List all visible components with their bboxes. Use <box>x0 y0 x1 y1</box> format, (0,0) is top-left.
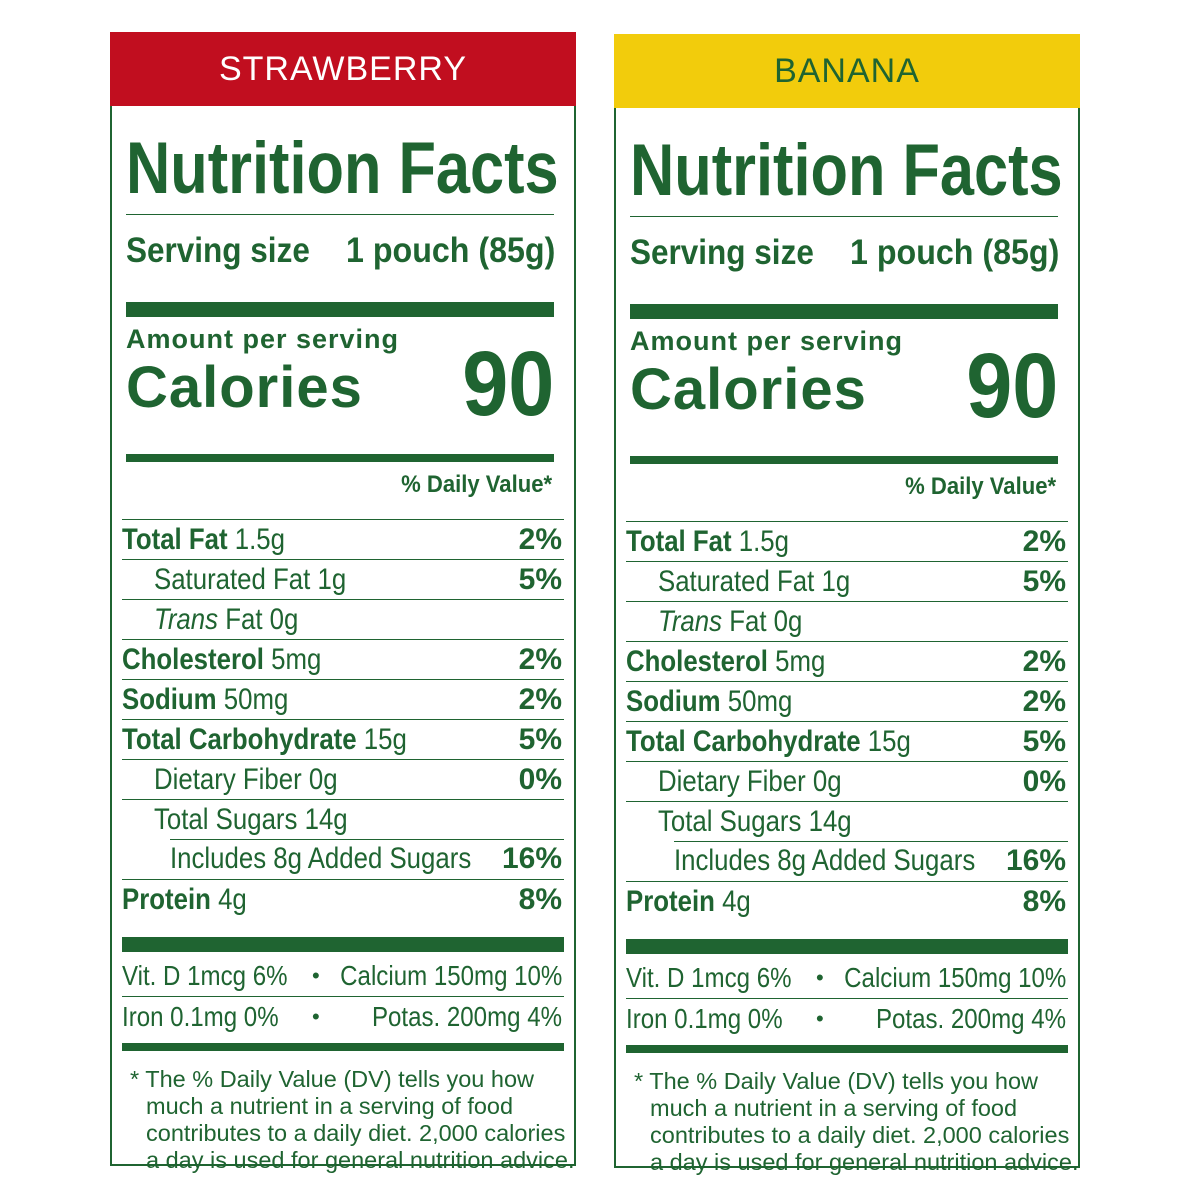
nutrient-row-dietary-fiber: Dietary Fiber 0g 0% <box>122 759 564 799</box>
medium-divider <box>122 1043 564 1051</box>
footnote-line: a day is used for general nutrition advi… <box>146 1147 575 1173</box>
flavor-banner: BANANA <box>614 34 1080 108</box>
nutrient-row-cholesterol: Cholesterol 5mg 2% <box>122 639 564 679</box>
thick-divider <box>626 939 1068 954</box>
nutrient-row-total-fat: Total Fat 1.5g 2% <box>122 519 564 559</box>
divider <box>122 996 564 997</box>
nutrient-row-total-carbohydrate: Total Carbohydrate 15g 5% <box>626 721 1068 761</box>
nutrient-row-saturated-fat: Saturated Fat 1g 5% <box>626 561 1068 601</box>
nutrient-row-saturated-fat: Saturated Fat 1g 5% <box>122 559 564 599</box>
calories-label: Calories <box>126 355 363 420</box>
nutrient-row-trans-fat: Trans Fat 0g <box>626 601 1068 641</box>
bullet: • <box>312 963 320 988</box>
vitamin-row: Vit. D 1mcg 6% • Calcium 150mg 10% <box>626 958 1068 998</box>
divider <box>126 214 554 215</box>
nutrient-row-total-sugars: Total Sugars 14g <box>626 801 1068 841</box>
footnote-line: contributes to a daily diet. 2,000 calor… <box>146 1120 566 1146</box>
calories-value: 90 <box>461 333 554 435</box>
footnote-line: a day is used for general nutrition advi… <box>650 1149 1079 1175</box>
amount-per-serving: Amount per serving <box>126 324 400 354</box>
thick-divider <box>126 302 554 317</box>
bullet: • <box>312 1004 320 1029</box>
nutrition-facts-title: Nutrition Facts <box>126 128 559 209</box>
nutrient-row-dietary-fiber: Dietary Fiber 0g 0% <box>626 761 1068 801</box>
nutrient-row-total-carbohydrate: Total Carbohydrate 15g 5% <box>122 719 564 759</box>
nutrient-row-protein: Protein 4g 8% <box>122 879 564 919</box>
vitamin-left: Iron 0.1mg 0% <box>626 1003 783 1034</box>
nutrient-row-total-fat: Total Fat 1.5g 2% <box>626 521 1068 561</box>
medium-divider <box>126 454 554 462</box>
nutrient-row-added-sugars: Includes 8g Added Sugars 16% <box>122 839 564 879</box>
nutrient-row-protein: Protein 4g 8% <box>626 881 1068 921</box>
footnote: * The % Daily Value (DV) tells you how m… <box>130 1066 575 1174</box>
bullet: • <box>816 1006 824 1031</box>
serving-size: Serving size 1 pouch (85g) <box>630 233 1060 273</box>
serving-size-value: 1 pouch (85g) <box>850 233 1060 272</box>
nutrition-facts-title: Nutrition Facts <box>630 130 1063 211</box>
vitamin-right: Potas. 200mg 4% <box>371 1001 562 1032</box>
vitamin-right: Potas. 200mg 4% <box>875 1003 1066 1034</box>
nutrition-label-banana: BANANA Nutrition Facts Serving size 1 po… <box>614 34 1080 1175</box>
nutrient-row-trans-fat: Trans Fat 0g <box>122 599 564 639</box>
daily-value-header: % Daily Value* <box>401 471 552 498</box>
thick-divider <box>630 304 1058 319</box>
vitamin-left: Vit. D 1mcg 6% <box>122 960 288 991</box>
serving-size-label: Serving size <box>126 231 310 270</box>
serving-size-label: Serving size <box>630 233 814 272</box>
footnote-line: contributes to a daily diet. 2,000 calor… <box>650 1122 1070 1148</box>
medium-divider <box>630 456 1058 464</box>
nutrition-label-strawberry: STRAWBERRY Nutrition Facts Serving size … <box>110 32 576 1173</box>
footnote-line: much a nutrient in a serving of food <box>146 1093 514 1119</box>
nutrient-row-sodium: Sodium 50mg 2% <box>122 679 564 719</box>
footnote-line: * The % Daily Value (DV) tells you how <box>634 1068 1039 1094</box>
nutrient-row-total-sugars: Total Sugars 14g <box>122 799 564 839</box>
vitamin-row: Iron 0.1mg 0% • Potas. 200mg 4% <box>122 997 564 1037</box>
vitamin-right: Calcium 150mg 10% <box>339 960 562 991</box>
footnote: * The % Daily Value (DV) tells you how m… <box>634 1068 1079 1176</box>
amount-per-serving: Amount per serving <box>630 326 904 356</box>
nutrient-list: Total Fat 1.5g 2% Saturated Fat 1g 5% Tran… <box>122 519 564 919</box>
divider <box>626 998 1068 999</box>
vitamin-row: Vit. D 1mcg 6% • Calcium 150mg 10% <box>122 956 564 996</box>
nutrient-row-sodium: Sodium 50mg 2% <box>626 681 1068 721</box>
vitamin-right: Calcium 150mg 10% <box>843 962 1066 993</box>
calories-value: 90 <box>965 335 1058 437</box>
serving-size: Serving size 1 pouch (85g) <box>126 231 556 271</box>
vitamin-left: Vit. D 1mcg 6% <box>626 962 792 993</box>
thick-divider <box>122 937 564 952</box>
vitamin-row: Iron 0.1mg 0% • Potas. 200mg 4% <box>626 999 1068 1039</box>
footnote-line: much a nutrient in a serving of food <box>650 1095 1018 1121</box>
daily-value-header: % Daily Value* <box>905 473 1056 500</box>
calories-label: Calories <box>630 357 867 422</box>
footnote-line: * The % Daily Value (DV) tells you how <box>130 1066 535 1092</box>
nutrient-row-cholesterol: Cholesterol 5mg 2% <box>626 641 1068 681</box>
nutrient-list: Total Fat 1.5g 2% Saturated Fat 1g 5% Tran… <box>626 521 1068 921</box>
serving-size-value: 1 pouch (85g) <box>346 231 556 270</box>
nutrient-row-added-sugars: Includes 8g Added Sugars 16% <box>626 841 1068 881</box>
medium-divider <box>626 1045 1068 1053</box>
flavor-banner: STRAWBERRY <box>110 32 576 106</box>
vitamin-left: Iron 0.1mg 0% <box>122 1001 279 1032</box>
bullet: • <box>816 965 824 990</box>
divider <box>630 216 1058 217</box>
